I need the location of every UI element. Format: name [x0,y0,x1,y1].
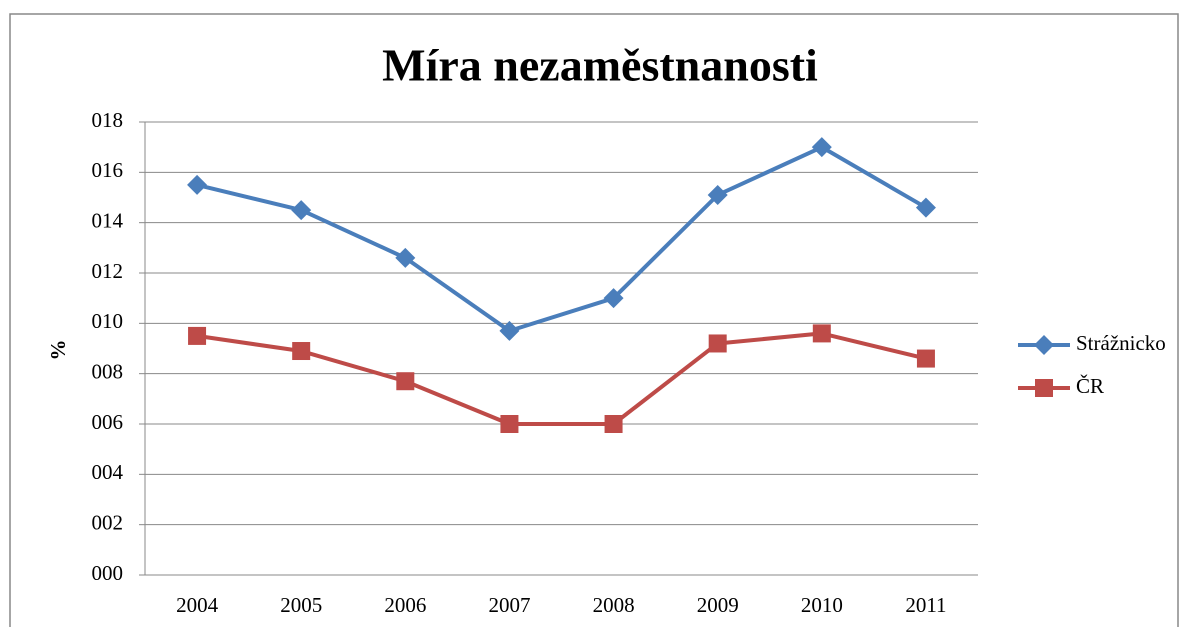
x-tick-label: 2011 [905,593,946,617]
data-point [812,324,831,343]
x-tick-label: 2006 [384,593,426,617]
data-point [291,200,312,221]
series-line [196,145,927,333]
data-point [916,349,935,368]
series-line [196,331,927,426]
x-tick-label: 2005 [280,593,322,617]
x-tick-label: 2008 [593,593,635,617]
y-axis-label: % [46,340,70,361]
y-tick-label: 010 [92,309,124,333]
data-point [395,247,416,268]
y-tick-label: 004 [92,460,124,484]
data-point [707,184,728,205]
x-tick-label: 2007 [488,593,530,617]
y-tick-label: 014 [92,208,124,232]
data-point [188,326,207,345]
x-tick-label: 2010 [801,593,843,617]
data-point [499,320,520,341]
y-tick-label: 006 [92,410,124,434]
data-point [500,415,519,433]
y-tick-label: 018 [92,108,124,132]
chart-title: Míra nezaměstnanosti [382,40,818,91]
data-point [396,372,415,391]
y-tick-label: 016 [92,158,124,182]
data-point [292,342,311,361]
y-tick-label: 000 [92,561,124,585]
legend-label: Strážnicko [1076,331,1166,355]
legend-label: ČR [1076,374,1104,398]
data-point [915,197,936,218]
x-tick-label: 2004 [176,593,219,617]
data-point [604,415,623,433]
legend-marker [1035,379,1053,397]
data-point [811,137,832,158]
y-tick-label: 002 [92,510,124,534]
legend-marker [1034,335,1054,355]
y-tick-label: 012 [92,259,124,283]
y-tick-label: 008 [92,359,124,383]
data-point [187,174,208,195]
x-tick-label: 2009 [697,593,739,617]
data-point [708,334,727,353]
data-point [603,288,624,309]
chart-border [9,13,1179,627]
